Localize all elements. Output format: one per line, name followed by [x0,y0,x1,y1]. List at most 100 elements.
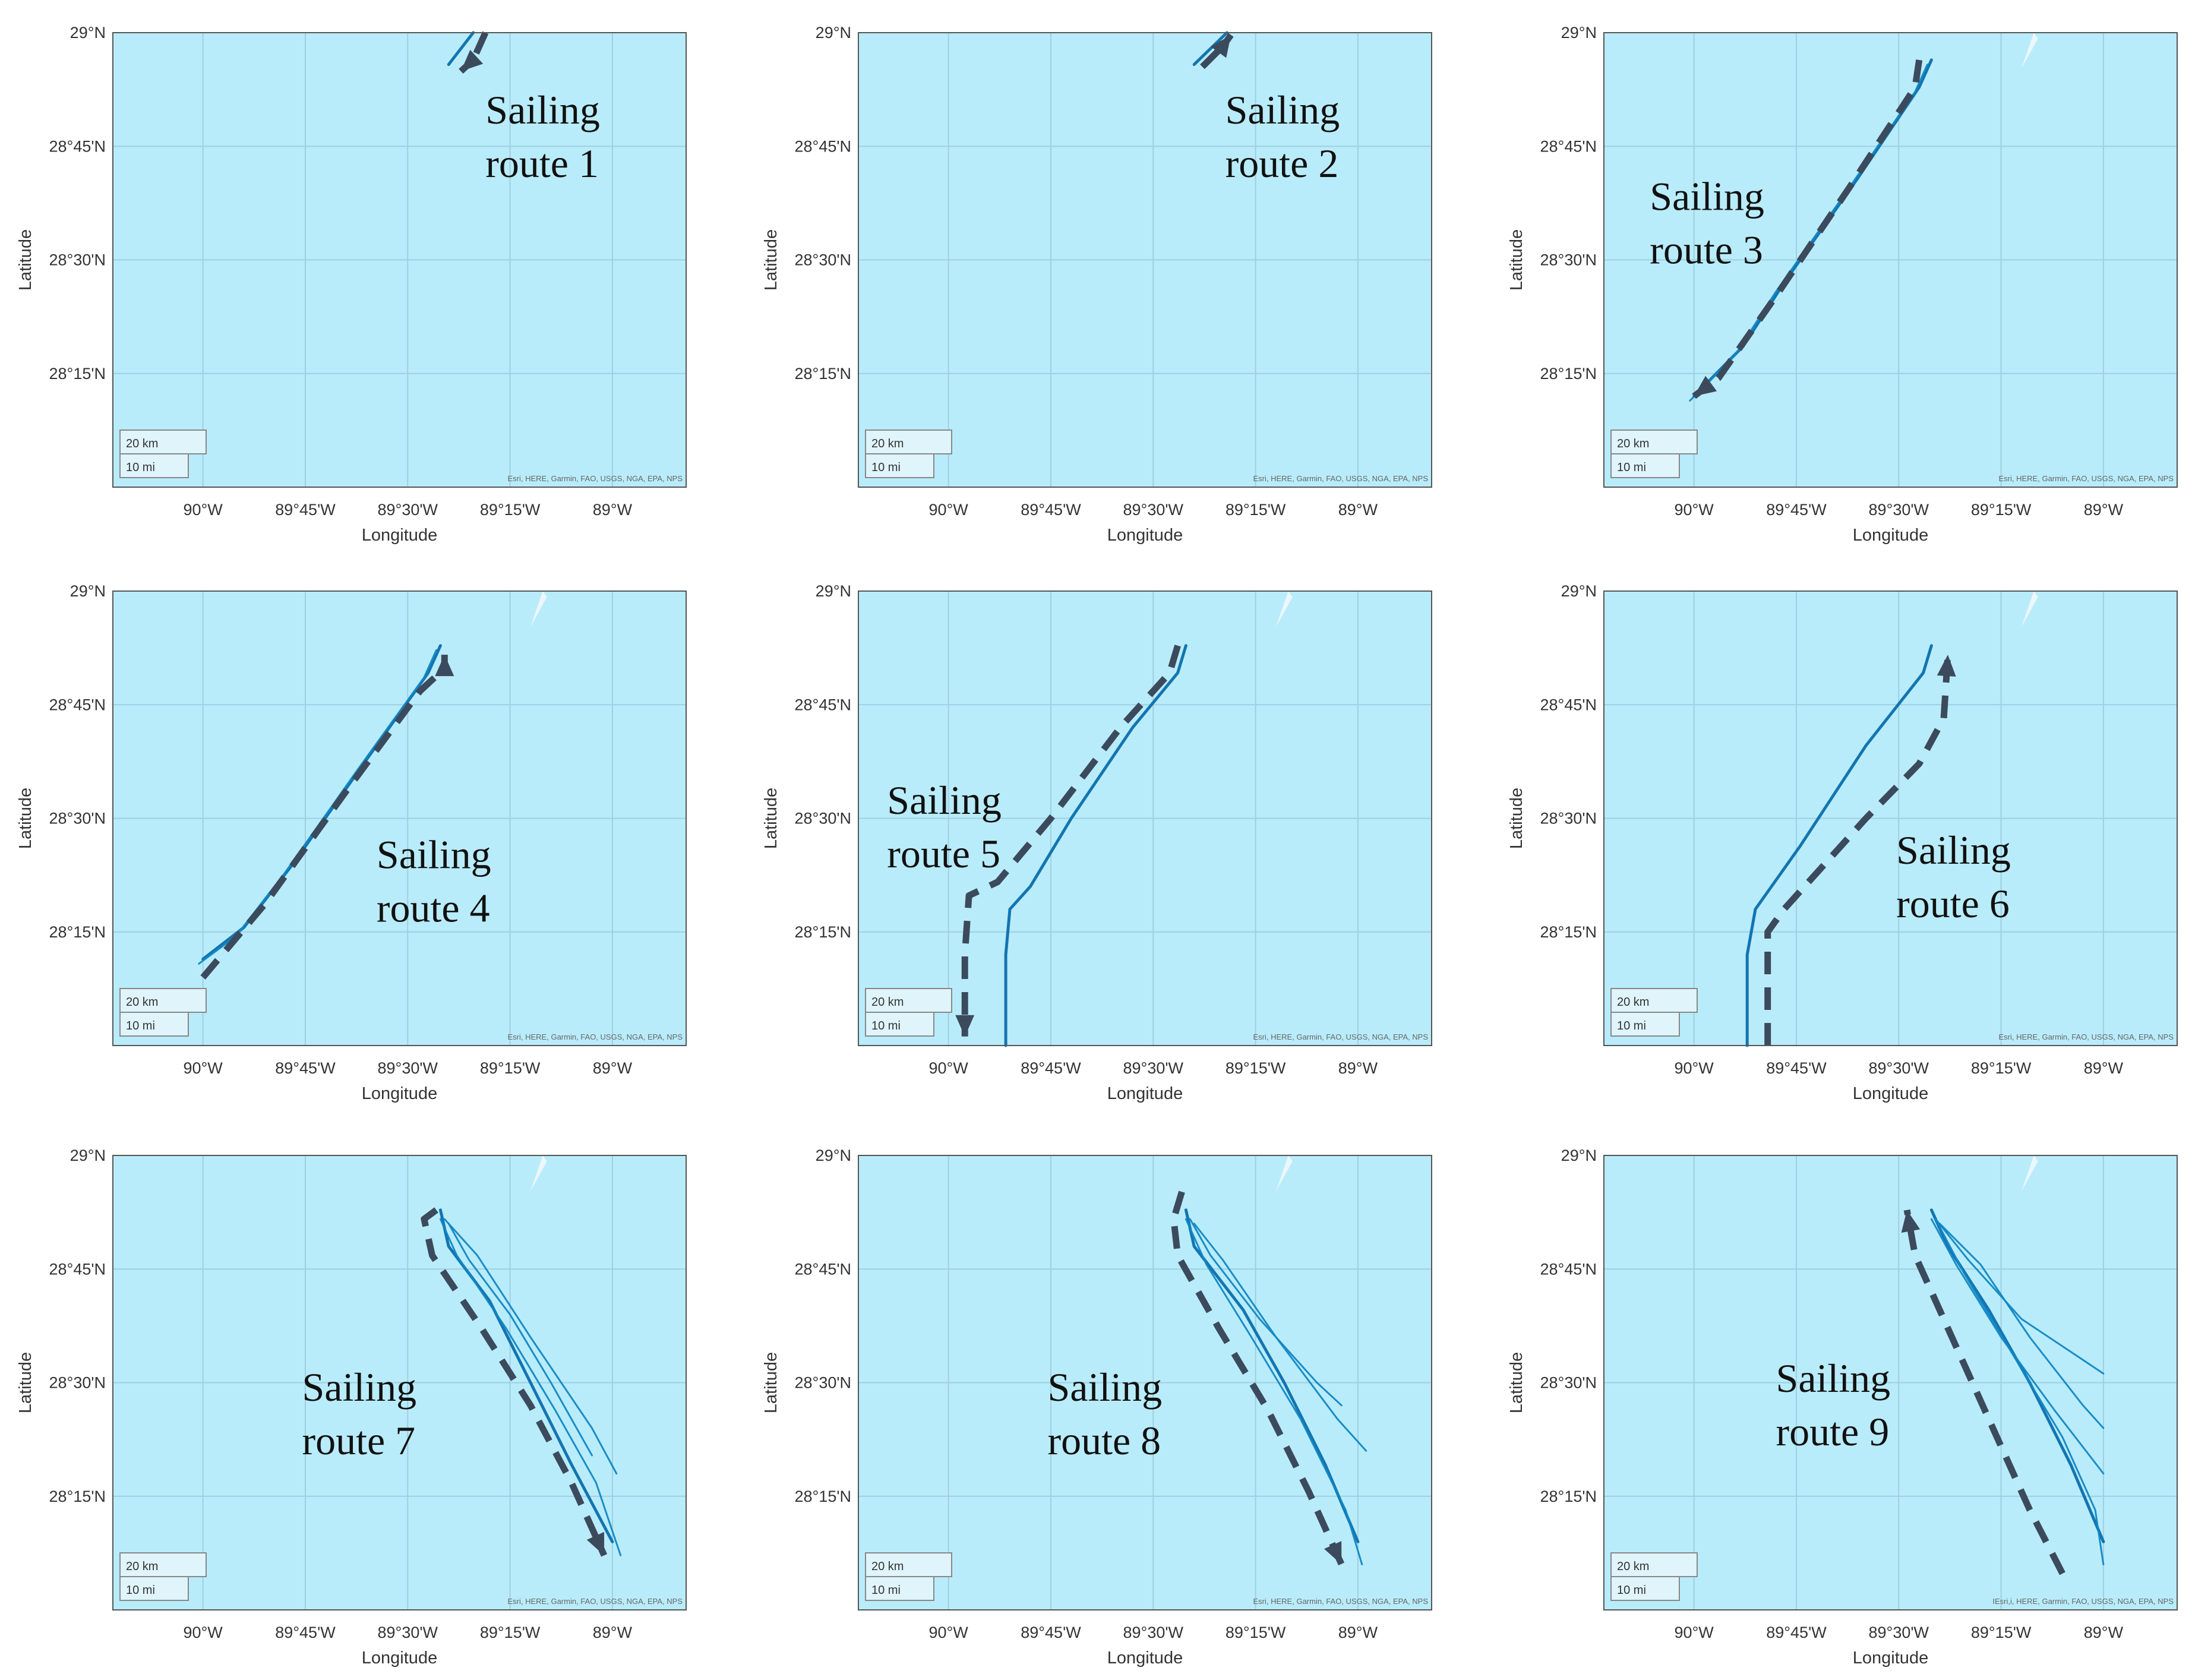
vessel-track [447,31,475,67]
lat-tick-label: 28°45'N [794,696,851,713]
map-attribution: Esri, HERE, Garmin, FAO, USGS, NGA, EPA,… [508,474,683,483]
lon-tick-label: 89°45'W [275,1059,336,1077]
lon-tick-label: 89°45'W [1766,501,1827,519]
map-panel-1: 29°N 28°45'N 28°30'N 28°15'N 90°W 89°45'W 89°3… [16,24,687,545]
lon-tick-label: 89°30'W [1123,1624,1184,1641]
scale-bar-mi-label: 10 mi [126,1019,155,1032]
route-direction-arrow [421,1207,608,1557]
scale-bar-mi-label: 10 mi [871,1019,901,1032]
scale-bar-mi [119,1012,189,1037]
lon-tick-label: 89°30'W [378,1059,438,1077]
x-axis-label: Longitude [1853,526,1928,545]
lon-tick-label: 89°15'W [1971,501,2032,519]
vessel-track [1184,1208,1360,1543]
land-outline [1276,1155,1293,1191]
vessel-track [438,1208,614,1543]
scale-bar-km-label: 20 km [871,437,904,450]
route-direction-arrow [1170,1190,1345,1566]
vessel-track [1192,31,1228,67]
route-label-line2: route 6 [1896,881,2010,926]
land-outline [1276,591,1293,627]
lat-tick-label: 28°15'N [49,365,106,383]
scale-bar-km-label: 20 km [1617,437,1649,450]
scale-bar-mi-label: 10 mi [126,461,155,474]
route-label-line1: Sailing [1896,828,2011,873]
lon-tick-label: 89°30'W [378,1624,438,1641]
route-label-line1: Sailing [1226,87,1340,132]
lat-tick-label: 28°30'N [49,810,106,828]
route-direction-arrow [961,645,1181,1037]
scale-bar-mi-label: 10 mi [1617,1019,1646,1032]
lat-tick-label: 29°N [1561,582,1597,600]
scale-bar-mi-label: 10 mi [871,461,901,474]
lon-tick-label: 89°W [593,1624,633,1641]
lon-tick-label: 89°30'W [378,501,438,519]
lon-tick-label: 89°W [593,1059,633,1077]
route-label-line1: Sailing [1047,1365,1162,1410]
scale-bar-km [865,988,952,1013]
lon-tick-label: 89°W [2084,1059,2124,1077]
lat-tick-label: 28°15'N [794,1488,851,1505]
lat-tick-label: 29°N [1561,1147,1597,1164]
y-axis-label: Latitude [762,1352,781,1413]
scale-bar-km-label: 20 km [126,996,158,1009]
vessel-track [1193,1223,1367,1452]
panel-frame [112,32,687,488]
lat-tick-label: 29°N [70,24,106,42]
lat-tick-label: 28°45'N [1540,1260,1597,1278]
y-axis-label: Latitude [1507,229,1526,290]
route-label-line2: route 1 [485,141,599,186]
map-attribution: Esri, HERE, Garmin, FAO, USGS, NGA, EPA,… [1253,474,1429,483]
panel-frame [858,590,1432,1046]
lon-tick-label: 89°W [2084,501,2124,519]
scale-bar-mi [119,1576,189,1601]
route-label-line2: route 5 [887,831,1000,876]
lat-tick-label: 29°N [816,582,851,600]
scale-bar-km-label: 20 km [1617,996,1649,1009]
vessel-track [1189,1218,1343,1407]
map-attribution: Esri, HERE, Garmin, FAO, USGS, NGA, EPA,… [1253,1597,1429,1606]
map-attribution: Esri, HERE, Garmin, FAO, USGS, NGA, EPA,… [1253,1032,1429,1041]
route-label-line2: route 7 [302,1418,415,1463]
lat-tick-label: 28°45'N [1540,137,1597,155]
scale-bar-mi-label: 10 mi [871,1584,901,1597]
scale-bar-mi-label: 10 mi [1617,461,1646,474]
scale-bar-km [1610,1552,1698,1577]
panel-frame [1603,32,2178,488]
map-attribution: Esri, HERE, Garmin, FAO, USGS, NGA, EPA,… [508,1032,683,1041]
map-panel-9: 29°N 28°45'N 28°30'N 28°15'N 90°W 89°45'W 89°3… [1507,1147,2178,1668]
map-panel-2: 29°N 28°45'N 28°30'N 28°15'N 90°W 89°45'W 89°3… [762,24,1432,545]
lon-tick-label: 89°30'W [1869,1059,1929,1077]
lat-tick-label: 28°30'N [49,1374,106,1392]
lat-tick-label: 28°15'N [1540,365,1597,383]
panel-frame [112,1155,687,1610]
y-axis-label: Latitude [1507,1352,1526,1413]
lon-tick-label: 90°W [183,1059,223,1077]
lon-tick-label: 90°W [183,501,223,519]
land-outline [530,591,547,627]
scale-bar-mi [119,453,189,478]
lat-tick-label: 28°15'N [1540,1488,1597,1505]
arrowhead-icon [435,655,454,677]
y-axis-label: Latitude [1507,788,1526,849]
map-attribution: IEsri,i, HERE, Garmin, FAO, USGS, NGA, E… [1992,1597,2174,1606]
lat-tick-label: 29°N [70,1147,106,1164]
arrowhead-icon [460,49,484,72]
lat-tick-label: 29°N [816,1147,851,1164]
x-axis-label: Longitude [1107,526,1183,545]
lon-tick-label: 89°45'W [275,1624,336,1641]
lon-tick-label: 89°15'W [480,1624,541,1641]
lat-tick-label: 29°N [70,582,106,600]
arrowhead-icon [586,1531,605,1556]
y-axis-label: Latitude [16,1352,35,1413]
scale-bar-km-label: 20 km [126,437,158,450]
route-direction-arrow [1764,654,1951,1046]
lon-tick-label: 89°45'W [275,501,336,519]
map-panel-7: 29°N 28°45'N 28°30'N 28°15'N 90°W 89°45'W 89°3… [16,1147,687,1668]
lon-tick-label: 89°30'W [1869,501,1929,519]
panel-frame [858,32,1432,488]
vessel-track [439,1218,622,1556]
x-axis-label: Longitude [1107,1649,1183,1668]
vessel-track [1930,1218,2105,1474]
y-axis-label: Latitude [16,788,35,849]
